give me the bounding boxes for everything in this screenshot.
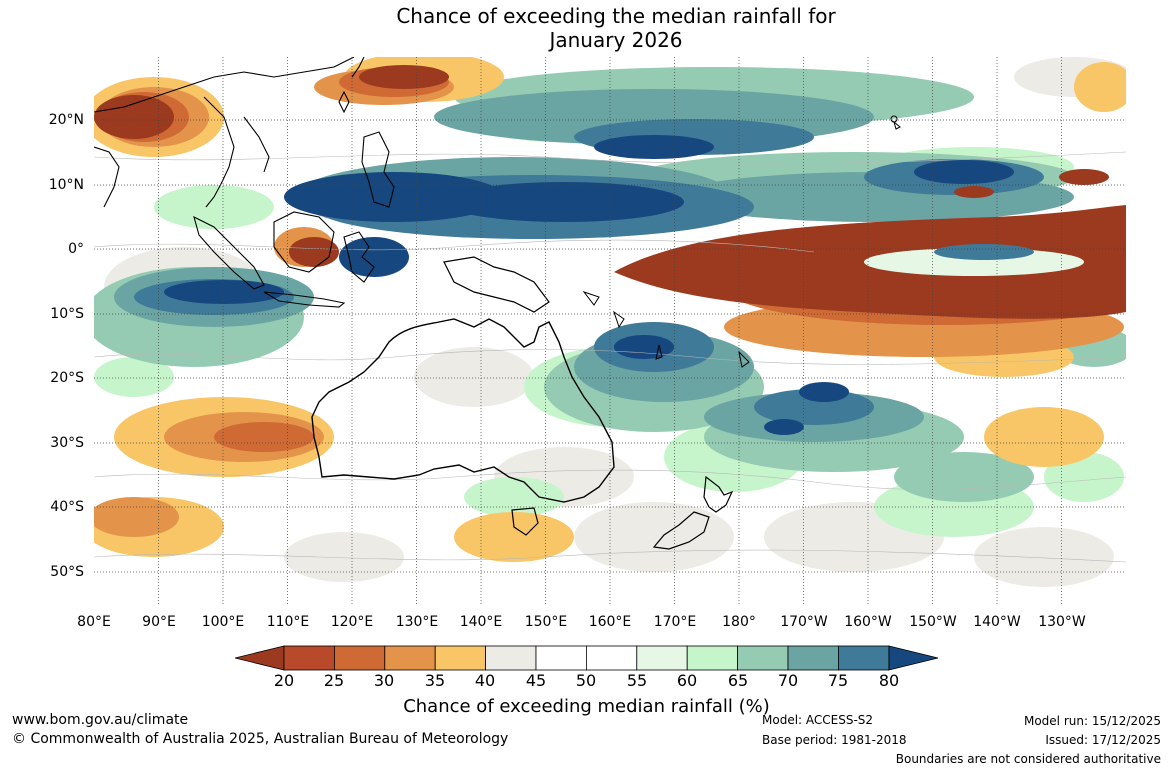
pacific-inner-wet bbox=[934, 244, 1034, 260]
map-title: Chance of exceeding the median rainfall … bbox=[0, 4, 1173, 52]
copyright-text: © Commonwealth of Australia 2025, Austra… bbox=[12, 731, 509, 747]
lon-label-120e: 120°E bbox=[330, 614, 374, 630]
colorbar-low-arrow bbox=[234, 645, 285, 671]
philippines-outline bbox=[361, 131, 395, 208]
lon-label-140e: 140°E bbox=[459, 614, 503, 630]
new-guinea-outline bbox=[443, 256, 550, 313]
graticule bbox=[94, 57, 1126, 605]
colorbar-tick: 75 bbox=[827, 671, 849, 690]
lon-label-140w: 140°W bbox=[973, 614, 1021, 630]
colorbar-swatch bbox=[636, 645, 688, 671]
lat-label-30s: 30°S bbox=[50, 435, 84, 451]
lat-label-0: 0° bbox=[68, 241, 84, 257]
colorbar-swatch bbox=[737, 645, 789, 671]
colorbar-tick: 70 bbox=[777, 671, 799, 690]
lon-label-150w: 150°W bbox=[909, 614, 957, 630]
colorbar-swatch bbox=[535, 645, 587, 671]
australia-outline bbox=[311, 318, 615, 503]
rainfall-map-canvas bbox=[94, 57, 1126, 605]
colorbar-tick: 35 bbox=[424, 671, 446, 690]
sumatra-outline bbox=[193, 215, 265, 290]
lat-label-40s: 40°S bbox=[50, 499, 84, 515]
lon-label-100e: 100°E bbox=[201, 614, 245, 630]
lon-label-110e: 110°E bbox=[266, 614, 310, 630]
model-text: Model: ACCESS-S2 bbox=[762, 713, 874, 727]
new-zealand-outline bbox=[652, 475, 734, 550]
base-period-text: Base period: 1981-2018 bbox=[762, 733, 907, 747]
website-link[interactable]: www.bom.gov.au/climate bbox=[12, 712, 189, 728]
dark-blue-patches bbox=[164, 135, 1014, 435]
lat-label-10s: 10°S bbox=[50, 306, 84, 322]
pacific-islands bbox=[582, 115, 901, 368]
colorbar-swatch bbox=[585, 645, 638, 671]
colorbar-label: Chance of exceeding median rainfall (%) bbox=[403, 696, 770, 717]
lon-label-170w: 170°W bbox=[780, 614, 828, 630]
model-run-text: Model run: 15/12/2025 bbox=[1023, 714, 1161, 728]
colorbar bbox=[234, 645, 939, 671]
java-outline bbox=[263, 291, 346, 308]
colorbar-tick: 50 bbox=[575, 671, 597, 690]
rainfall-map bbox=[94, 57, 1126, 605]
lon-label-90e: 90°E bbox=[142, 614, 176, 630]
lat-label-50s: 50°S bbox=[50, 564, 84, 580]
colorbar-swatch bbox=[334, 645, 386, 671]
colorbar-tick: 25 bbox=[323, 671, 345, 690]
colorbar-swatch bbox=[838, 645, 890, 671]
lat-label-10n: 10°N bbox=[48, 177, 84, 193]
map-title-line1: Chance of exceeding the median rainfall … bbox=[396, 4, 836, 28]
tasmania-outline bbox=[511, 507, 539, 536]
colorbar-tick: 80 bbox=[878, 671, 900, 690]
sulawesi-outline bbox=[343, 231, 375, 283]
disclaimer-text: Boundaries are not considered authoritat… bbox=[895, 752, 1161, 766]
lon-label-160e: 160°E bbox=[588, 614, 632, 630]
lat-label-20n: 20°N bbox=[48, 112, 84, 128]
colorbar-swatch bbox=[485, 645, 537, 671]
colorbar-tick: 60 bbox=[676, 671, 698, 690]
japan-taiwan-outline bbox=[338, 57, 365, 114]
lon-label-130w: 130°W bbox=[1038, 614, 1086, 630]
colorbar-tick: 65 bbox=[727, 671, 749, 690]
colorbar-tick: 30 bbox=[373, 671, 395, 690]
lon-label-160w: 160°W bbox=[844, 614, 892, 630]
issued-text: Issued: 17/12/2025 bbox=[1045, 733, 1161, 747]
lat-label-20s: 20°S bbox=[50, 370, 84, 386]
colorbar-swatch bbox=[384, 645, 436, 671]
colorbar-high-arrow bbox=[888, 645, 939, 671]
colorbar-tick: 55 bbox=[626, 671, 648, 690]
colorbar-tick: 40 bbox=[474, 671, 496, 690]
colorbar-swatch bbox=[686, 645, 739, 671]
borneo-outline bbox=[273, 211, 335, 273]
colorbar-swatch bbox=[283, 645, 335, 671]
colorbar-tick: 45 bbox=[525, 671, 547, 690]
lon-label-150e: 150°E bbox=[524, 614, 568, 630]
colorbar-svg bbox=[234, 645, 939, 671]
lon-label-180: 180° bbox=[722, 614, 756, 630]
lon-label-80e: 80°E bbox=[77, 614, 111, 630]
mainland-asia-outline bbox=[94, 57, 355, 208]
colorbar-swatch bbox=[434, 645, 486, 671]
lon-label-170e: 170°E bbox=[653, 614, 697, 630]
map-title-line2: January 2026 bbox=[549, 28, 683, 52]
lon-label-130e: 130°E bbox=[395, 614, 439, 630]
colorbar-swatch bbox=[787, 645, 839, 671]
colorbar-tick: 20 bbox=[273, 671, 295, 690]
